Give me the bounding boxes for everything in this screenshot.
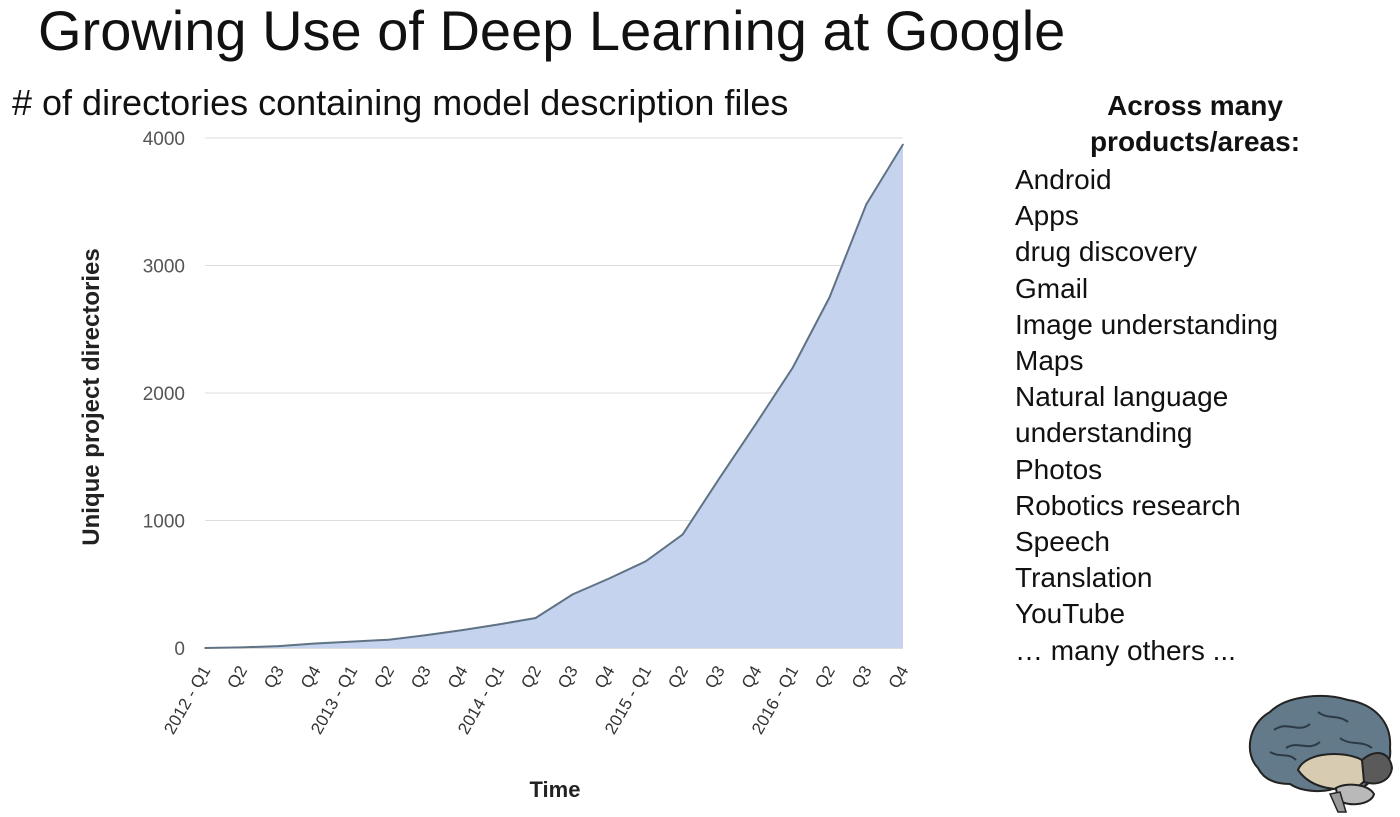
y-tick-label: 4000 [143,129,185,150]
data-point [277,645,280,647]
brain-icon [1249,695,1394,813]
data-point [461,629,464,631]
data-point [902,143,904,146]
list-item: Photos [1015,453,1103,485]
data-point [571,593,574,596]
data-point [645,560,647,563]
plot-area [204,143,904,649]
x-tick-label: Q3 [554,663,582,692]
data-point [424,634,427,637]
x-axis-label: Time [530,777,581,802]
list-item: Gmail [1015,272,1089,304]
list-item: YouTube [1015,598,1126,630]
data-point [204,647,206,649]
data-point [792,366,794,369]
list-item: … many others ... [1015,634,1236,666]
x-tick-label: 2012 - Q1 [160,663,214,738]
slide-title: Growing Use of Deep Learning at Google [38,0,1066,62]
list-item: Natural language [1015,381,1229,413]
x-tick-label: Q3 [260,663,288,692]
x-tick-label: Q2 [370,663,398,692]
list-item: Maps [1015,345,1084,377]
x-tick-label: Q4 [297,663,325,692]
sidebar-heading-line1: Across many [1107,90,1283,121]
x-tick-label: Q4 [591,663,619,692]
list-item: understanding [1015,417,1193,449]
data-point [681,533,684,536]
x-tick-label: Q2 [517,663,545,692]
list-item: drug discovery [1015,236,1198,268]
area-fill [205,144,903,648]
x-tick-label: Q4 [444,663,472,692]
x-tick-label: Q2 [811,663,839,692]
y-tick-label: 3000 [143,257,185,278]
data-point [865,203,868,206]
list-item: Android [1015,164,1112,195]
chart-title: # of directories containing model descri… [12,82,789,123]
y-axis-label: Unique project directories [78,248,105,545]
y-tick-label: 0 [174,639,185,660]
x-tick-label: Q3 [407,663,435,692]
data-point [498,623,500,626]
y-tick-label: 2000 [143,384,185,405]
data-point [314,642,317,645]
data-point [755,422,757,425]
x-tick-label: Q3 [848,663,876,692]
list-item: Speech [1015,526,1110,558]
y-axis-ticks: 0 1000 2000 3000 4000 [143,129,185,660]
data-point [351,640,353,643]
product-area-list: Android Apps drug discovery Gmail Image … [1015,162,1278,669]
list-item: Image understanding [1015,308,1279,340]
x-tick-label: Q3 [701,663,729,692]
data-point [240,646,243,649]
data-point [828,296,831,299]
data-point [718,477,721,480]
x-tick-label: Q4 [885,663,913,692]
x-tick-label: Q2 [223,663,251,692]
x-tick-label: Q4 [738,663,766,692]
y-tick-label: 1000 [143,512,185,533]
x-tick-label: Q2 [664,663,692,692]
sidebar-heading: Across many products/areas: [1060,88,1330,160]
series-line [204,143,904,649]
list-item: Translation [1015,562,1153,594]
data-point [608,577,610,580]
list-item: Robotics research [1015,489,1241,521]
data-point [534,617,537,619]
sidebar-heading-line2: products/areas: [1089,126,1301,157]
list-item: Apps [1015,200,1079,232]
data-point [387,638,390,641]
